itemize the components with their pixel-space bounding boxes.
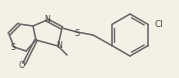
Text: N: N [44,16,50,24]
Text: Cl: Cl [154,20,163,29]
Text: O: O [19,61,25,69]
Text: N: N [56,41,62,50]
Text: S: S [10,44,16,52]
Text: S: S [74,28,79,38]
